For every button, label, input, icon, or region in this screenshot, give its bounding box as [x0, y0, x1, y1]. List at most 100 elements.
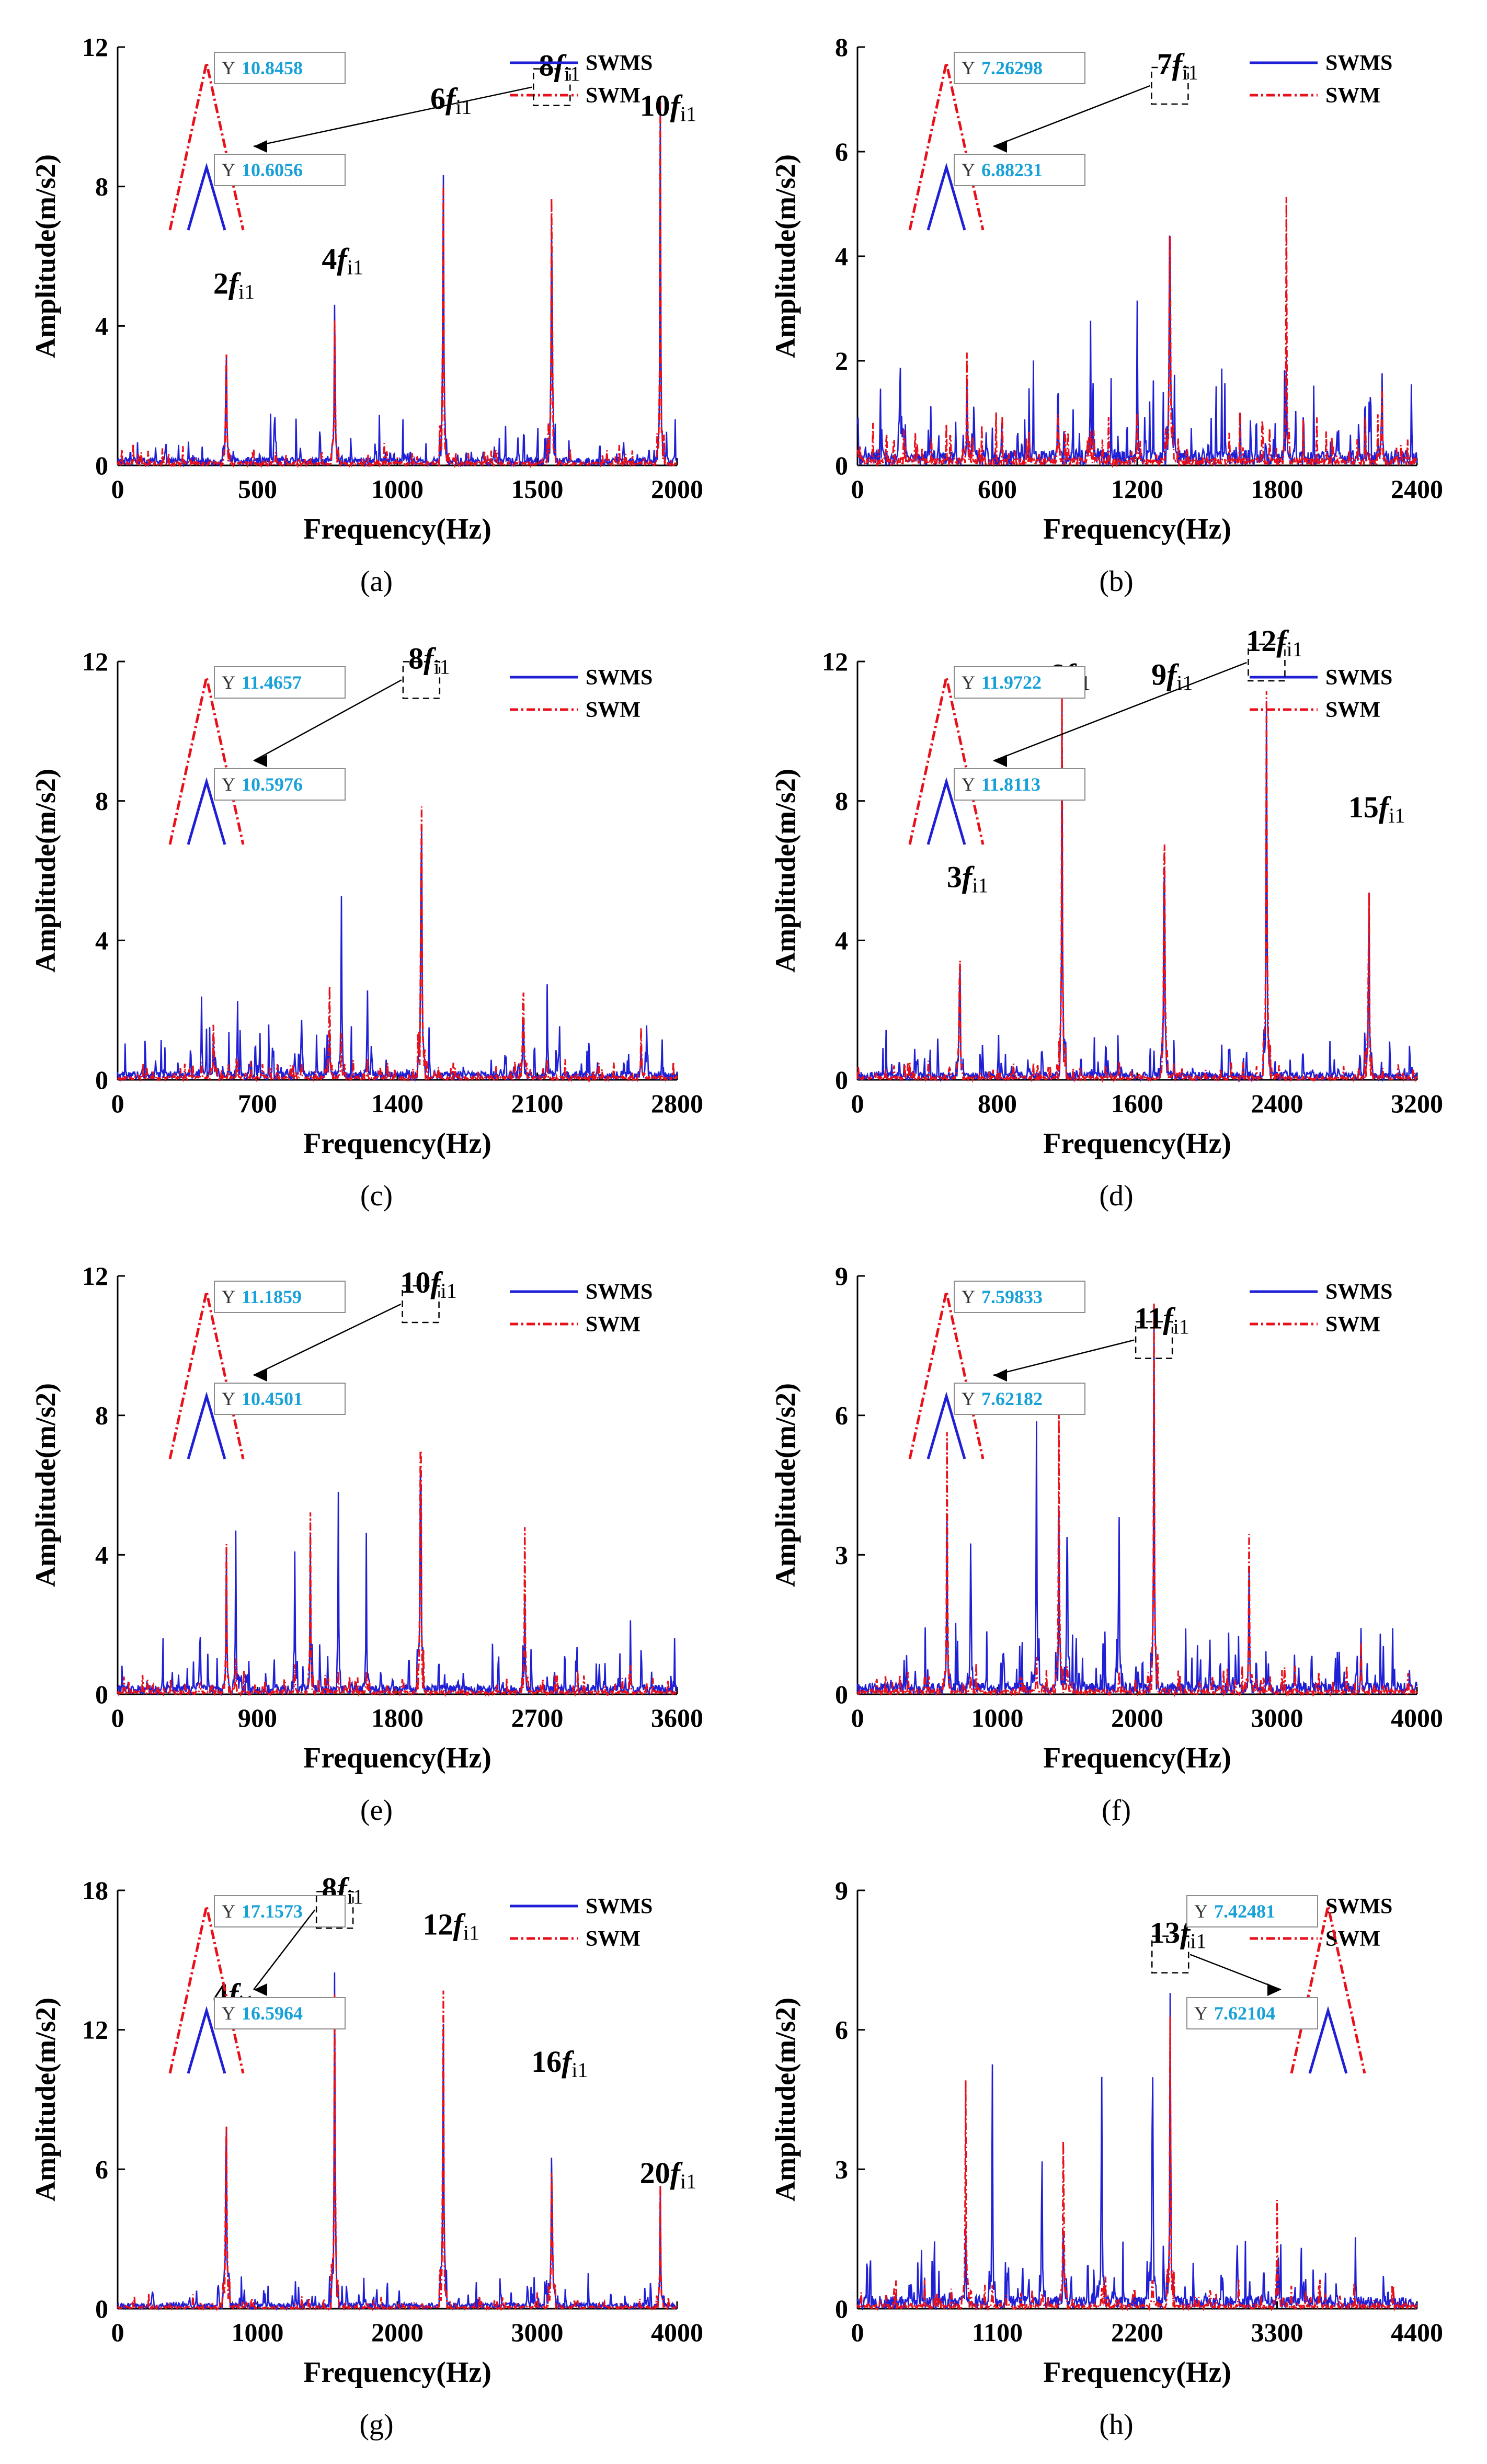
legend-label-swm: SWM	[586, 1313, 640, 1337]
zoom-box	[402, 1285, 440, 1324]
zoom-arrow	[993, 85, 1150, 147]
panel-caption: (b)	[1099, 565, 1133, 598]
peak-label-harmonic: 6	[430, 82, 445, 116]
zoom-value-y: Y	[962, 672, 975, 693]
y-tick-label: 9	[835, 1261, 848, 1291]
zoom-arrowhead	[993, 140, 1007, 153]
peak-label-subscript: i1	[680, 102, 696, 126]
zoom-arrowhead	[254, 1369, 267, 1382]
y-tick-label: 6	[835, 137, 848, 166]
peak-label-subscript: i1	[1182, 61, 1198, 84]
x-tick-label: 800	[978, 1089, 1017, 1118]
x-axis-label: Frequency(Hz)	[303, 1127, 491, 1160]
peak-label-harmonic: 8	[408, 641, 424, 675]
zoom-value-y: Y	[962, 1286, 975, 1307]
x-tick-label: 2200	[1111, 2318, 1163, 2347]
y-tick-label: 0	[95, 1065, 108, 1094]
y-tick-label: 0	[835, 451, 848, 480]
peak-label: 8fi1	[408, 641, 450, 678]
legend-label-swm: SWM	[586, 84, 640, 108]
y-tick-label: 6	[835, 1401, 848, 1430]
chart-panel-b: 0 600 1200 1800 2400 0 2 4 6 8 Frequency(Hz) Amplit…	[770, 32, 1443, 598]
zoom-value-y: Y	[222, 1901, 235, 1922]
x-tick-label: 0	[851, 1703, 864, 1732]
zoom-arrowhead	[1267, 1983, 1281, 1996]
chart-panel-a: 0 500 1000 1500 2000 0 4 8 12 Frequency(Hz) Amplit…	[30, 32, 703, 598]
x-tick-label: 1200	[1111, 474, 1163, 504]
zoom-value-swms: 10.6056	[242, 159, 303, 180]
legend-label-swms: SWMS	[586, 51, 653, 75]
x-tick-label: 2000	[651, 474, 703, 504]
y-tick-label: 0	[95, 2294, 108, 2323]
x-tick-label: 1600	[1111, 1089, 1163, 1118]
y-tick-label: 12	[822, 647, 848, 676]
y-tick-label: 0	[835, 1680, 848, 1709]
peak-label-subscript: i1	[564, 62, 580, 86]
y-axis-label: Amplitude(m/s2)	[30, 154, 61, 358]
y-tick-label: 0	[95, 1680, 108, 1709]
zoom-value-box-swms	[214, 768, 346, 801]
x-tick-label: 900	[238, 1703, 277, 1732]
legend-label-swm: SWM	[1325, 1313, 1380, 1337]
x-tick-label: 1100	[972, 2318, 1023, 2347]
zoom-value-box-swms	[214, 154, 346, 186]
zoom-value-swm: 7.42481	[1214, 1901, 1275, 1922]
series-line-swm	[856, 197, 1417, 469]
peak-label: 10fi1	[400, 1265, 456, 1303]
peak-label-harmonic: 8	[539, 49, 554, 83]
zoom-arrow	[1189, 1954, 1282, 1991]
peak-label-harmonic: 12	[1246, 624, 1276, 658]
series-line-swms	[117, 101, 678, 468]
legend-label-swms: SWMS	[586, 1895, 653, 1919]
zoom-value-box-swm	[954, 1281, 1085, 1313]
zoom-value-swms: 11.8113	[981, 774, 1040, 795]
series-line-swms	[117, 1972, 678, 2311]
peak-label: 9fi1	[1151, 658, 1193, 695]
zoom-value-box-swm	[954, 52, 1085, 84]
series-line-swms	[856, 1312, 1418, 1696]
peak-label-harmonic: 11	[1134, 1302, 1163, 1336]
x-tick-label: 0	[851, 2318, 864, 2347]
zoom-value-box-swm	[214, 52, 346, 84]
chart-panel-h: 0 1100 2200 3300 4400 0 3 6 9 Frequency(Hz) Amplit…	[770, 1876, 1443, 2441]
zoom-value-box-swm	[214, 666, 346, 699]
chart-panel-e: 0 900 1800 2700 3600 0 4 8 12 Frequency(Hz) Amplit…	[30, 1261, 703, 1827]
y-tick-label: 0	[835, 1065, 848, 1094]
series-line-swm	[856, 691, 1418, 1083]
zoom-value-swm: 11.9722	[981, 672, 1042, 693]
peak-label-subscript: i1	[238, 280, 255, 303]
zoom-arrowhead	[254, 140, 267, 153]
zoom-swm-peak	[908, 62, 985, 231]
zoom-swm-peak	[168, 677, 245, 845]
series-line-swms	[856, 700, 1418, 1082]
zoom-value-swms: 7.62182	[981, 1388, 1043, 1409]
peak-label: 6fi1	[430, 82, 472, 119]
x-tick-label: 3200	[1391, 1089, 1443, 1118]
x-tick-label: 1400	[371, 1089, 424, 1118]
zoom-value-box-swm	[214, 1895, 346, 1927]
zoom-arrow	[253, 1909, 316, 1990]
zoom-swms-peak	[187, 1391, 226, 1459]
x-axis-label: Frequency(Hz)	[1043, 2356, 1231, 2389]
zoom-value-swm: 17.1573	[242, 1901, 303, 1922]
peak-label-subscript: i1	[972, 873, 988, 897]
zoom-swms-peak	[187, 2006, 226, 2074]
zoom-value-box-swms	[214, 1383, 346, 1415]
y-axis-label: Amplitude(m/s2)	[770, 1383, 801, 1587]
peak-label-subscript: i1	[680, 2170, 696, 2193]
y-tick-label: 4	[95, 926, 108, 955]
series-line-swm	[856, 2016, 1418, 2312]
zoom-value-swms: 7.62104	[1214, 2003, 1275, 2024]
zoom-value-box-swms	[954, 154, 1085, 186]
zoom-value-swm: 7.26298	[981, 58, 1043, 78]
series-line-swm	[117, 99, 678, 469]
x-tick-label: 2000	[1111, 1703, 1163, 1732]
legend-label-swms: SWMS	[1325, 666, 1392, 690]
y-tick-label: 8	[95, 786, 108, 816]
zoom-swms-peak	[1308, 2006, 1348, 2074]
zoom-swms-peak	[187, 777, 226, 845]
zoom-box	[1151, 1935, 1189, 1974]
peak-label-harmonic: 10	[640, 88, 670, 122]
peak-label: 11fi1	[1134, 1302, 1189, 1339]
